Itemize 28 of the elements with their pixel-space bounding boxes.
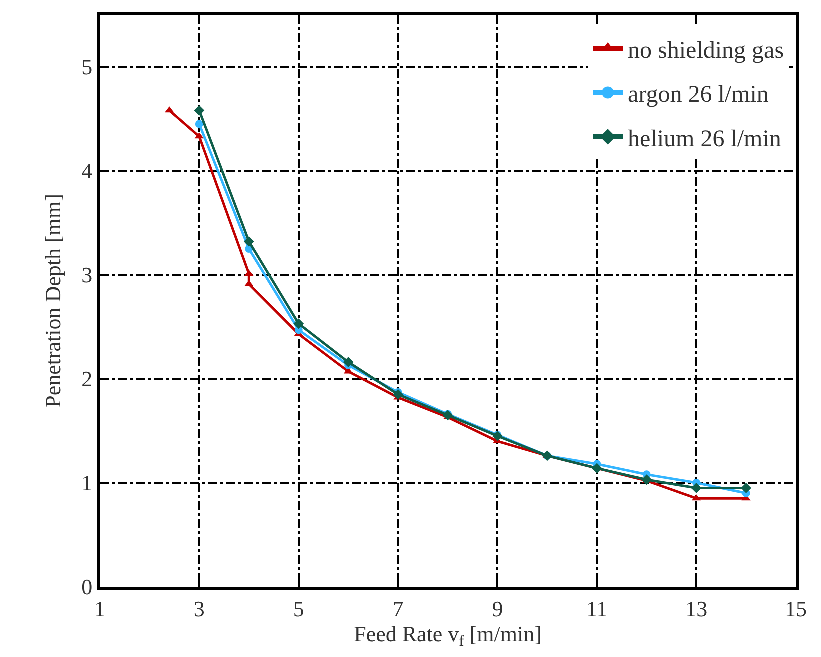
- y-axis-title: Penetration Depth [mm]: [40, 194, 66, 408]
- y-tick-label: 3: [82, 262, 93, 288]
- point: [741, 483, 752, 494]
- x-tick-label: 5: [293, 596, 304, 622]
- point: [393, 389, 404, 400]
- point: [343, 357, 354, 368]
- x-tick-label: 11: [586, 596, 608, 622]
- x-tick-label: 7: [392, 596, 404, 622]
- legend-label: argon 26 l/min: [628, 82, 769, 108]
- point: [592, 463, 602, 474]
- x-tick-label: 9: [492, 596, 504, 622]
- x-tick-label: 3: [194, 596, 205, 622]
- point: [294, 318, 304, 330]
- y-tick-label: 2: [82, 366, 93, 392]
- y-tick-label: 1: [82, 470, 93, 496]
- y-tick-label: 5: [82, 54, 93, 80]
- x-tick-label: 13: [686, 596, 708, 622]
- y-tick-label: 0: [82, 574, 93, 600]
- legend-label: helium 26 l/min: [628, 126, 782, 152]
- point: [194, 105, 205, 116]
- legend-label: no shielding gas: [628, 38, 784, 64]
- x-axis-title: Feed Rate v$_{f}$ [m/min]: [354, 621, 542, 650]
- point: [195, 120, 204, 128]
- point: [442, 410, 454, 421]
- x-tick-label: 15: [785, 596, 807, 622]
- point: [691, 483, 702, 494]
- y-tick-label: 4: [82, 158, 93, 184]
- point: [244, 236, 254, 247]
